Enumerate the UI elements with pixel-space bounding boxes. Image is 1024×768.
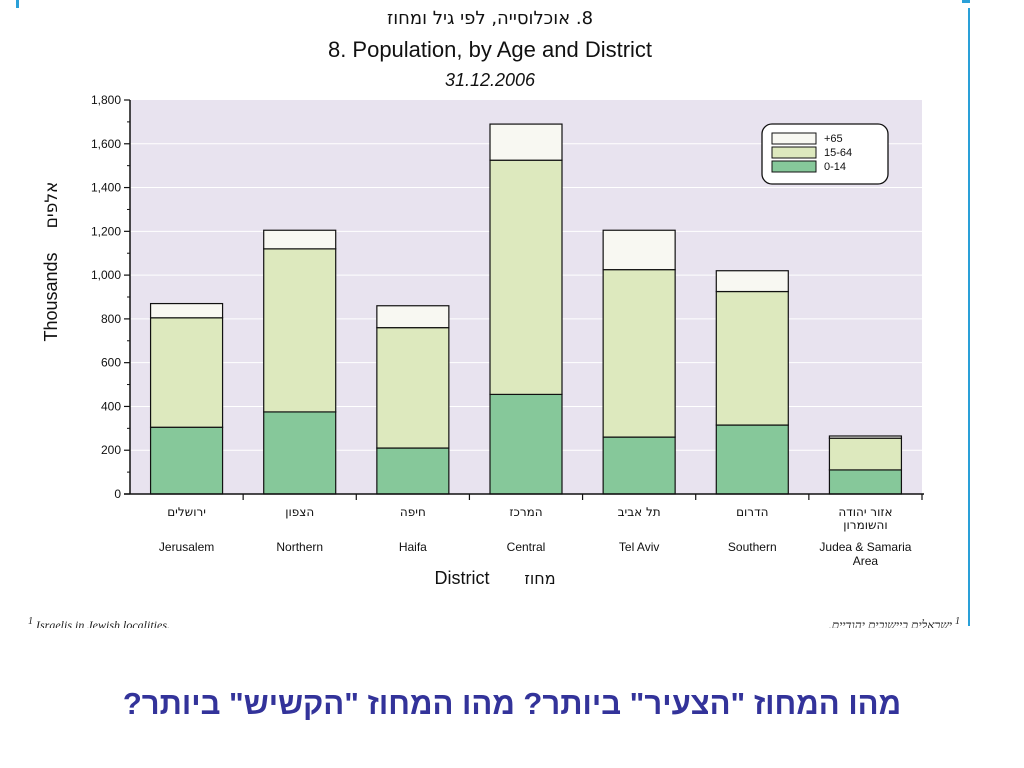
bar-segment-15-64: [828, 437, 903, 471]
x-tick-label: Northern: [276, 540, 323, 554]
bar-segment-0-14: [602, 436, 676, 495]
bar-segment-plus65: [263, 229, 337, 250]
bar-segment-15-64: [376, 327, 450, 449]
bar-segment-0-14: [828, 469, 903, 495]
footnote-hebrew: 1 ישראלים ביישובים יהודיים.: [828, 616, 960, 628]
x-tick-label-hebrew: הצפון: [285, 505, 314, 519]
bar-segment-15-64: [715, 290, 789, 426]
x-axis-label: District: [435, 568, 490, 588]
y-tick-label: 400: [101, 399, 121, 413]
y-tick-label: 1,800: [91, 93, 121, 107]
y-axis-label: Thousands: [41, 252, 61, 341]
y-tick-label: 600: [101, 356, 121, 370]
x-tick-label: Haifa: [399, 540, 427, 554]
y-axis-label-hebrew: אלפים: [42, 182, 62, 229]
chart-subtitle-date: 31.12.2006: [445, 70, 536, 90]
legend-swatch: [771, 160, 817, 173]
x-tick-label: Central: [507, 540, 546, 554]
frame-corner-right: [962, 0, 970, 3]
x-tick-label: Tel Aviv: [619, 540, 659, 554]
bar-segment-15-64: [489, 159, 563, 396]
bar-segment-0-14: [263, 411, 337, 495]
bar-segment-plus65: [602, 229, 676, 271]
chart-title-hebrew: 8. אוכלוסייה, לפי גיל ומחוז: [387, 8, 593, 29]
legend-swatch: [771, 132, 817, 145]
x-axis-label-hebrew: מחוז: [524, 569, 555, 588]
population-chart: 8. אוכלוסייה, לפי גיל ומחוז 8. Populatio…: [41, 8, 924, 588]
bar-segment-plus65: [489, 123, 563, 161]
bar-segment-0-14: [149, 426, 224, 495]
bar-segment-0-14: [489, 393, 563, 495]
legend-label: 15-64: [824, 147, 852, 159]
bar-segment-plus65: [376, 305, 450, 329]
x-tick-label: Judea & Samaria: [819, 540, 911, 554]
bar-segment-15-64: [149, 317, 224, 428]
bar-segment-plus65: [715, 270, 789, 293]
legend-label: 0-14: [824, 161, 846, 173]
y-tick-label: 1,200: [91, 224, 121, 238]
x-tick-label-hebrew: אזור יהודה: [838, 505, 892, 519]
bar-segment-0-14: [376, 447, 450, 495]
frame-right-border: [968, 8, 970, 626]
x-tick-label-hebrew: חיפה: [400, 505, 426, 519]
bar-segment-15-64: [263, 248, 337, 413]
bar-segment-15-64: [602, 269, 676, 438]
y-tick-label: 1,400: [91, 181, 121, 195]
x-tick-label-hebrew: ירושלים: [167, 505, 206, 519]
bar-segment-plus65: [149, 302, 224, 319]
x-tick-label-hebrew: המרכז: [509, 505, 542, 519]
bar-segment-plus65: [828, 435, 903, 439]
footnote-english: 1 Israelis in Jewish localities.: [28, 616, 170, 628]
legend-swatch: [771, 146, 817, 159]
x-tick-label: Southern: [728, 540, 777, 554]
legend-label: +65: [824, 133, 843, 145]
y-tick-label: 200: [101, 443, 121, 457]
frame-corner-left: [16, 0, 19, 8]
y-tick-label: 0: [114, 487, 121, 501]
y-tick-label: 800: [101, 312, 121, 326]
x-tick-label: Jerusalem: [159, 540, 214, 554]
x-tick-label: Area: [853, 554, 879, 568]
chart-title: 8. Population, by Age and District: [328, 37, 652, 62]
x-tick-label-hebrew: תל אביב: [618, 505, 661, 519]
y-tick-label: 1,000: [91, 268, 121, 282]
x-tick-label-hebrew: הדרום: [736, 505, 768, 519]
y-tick-label: 1,600: [91, 137, 121, 151]
legend: +65 15-64 0-14: [761, 123, 889, 185]
bar-segment-0-14: [715, 424, 789, 495]
discussion-question: מהו המחוז "הצעיר" ביותר? מהו המחוז "הקשי…: [122, 686, 902, 721]
x-tick-label-hebrew: והשומרון: [843, 518, 887, 532]
